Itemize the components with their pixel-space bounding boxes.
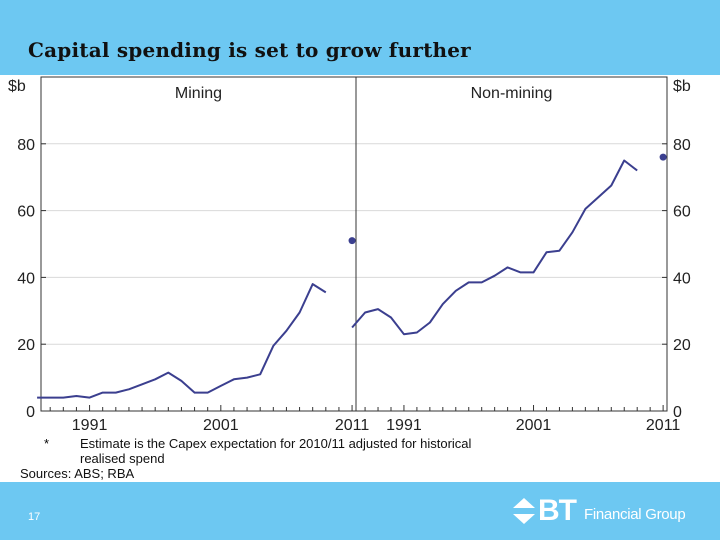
slide-number: 17 (28, 511, 41, 523)
y-tick-left-20: 20 (17, 337, 35, 354)
title-band (0, 0, 720, 75)
panel-title-mining: Mining (175, 85, 222, 102)
y-tick-left-0: 0 (26, 404, 35, 421)
y-tick-right-0: 0 (673, 404, 682, 421)
slide-title: Capital spending is set to grow further (28, 38, 471, 62)
y-tick-left-60: 60 (17, 204, 35, 221)
y-tick-right-40: 40 (673, 270, 691, 287)
logo-mark-text: BT (538, 494, 577, 527)
footnote-line-1: Estimate is the Capex expectation for 20… (80, 436, 472, 451)
y-tick-left-40: 40 (17, 270, 35, 287)
logo-text: Financial Group (584, 505, 686, 523)
plot-frame (40, 76, 668, 412)
y-tick-left-80: 80 (17, 137, 35, 154)
x-tick-non-mining-1991: 1991 (386, 417, 422, 434)
y-tick-right-60: 60 (673, 204, 691, 221)
footer-band (0, 482, 720, 540)
y-unit-left: $b (8, 78, 26, 95)
panel-title-non-mining: Non-mining (471, 85, 553, 102)
bt-logo: BT Financial Group (512, 494, 686, 527)
y-tick-right-80: 80 (673, 137, 691, 154)
y-unit-right: $b (673, 78, 691, 95)
footnote-line-2: realised spend (80, 451, 165, 466)
x-tick-non-mining-2001: 2001 (516, 417, 552, 434)
footnote-marker: * (44, 436, 50, 451)
series-line-non-mining (351, 159, 638, 336)
bt-chevron-icon (513, 498, 535, 524)
x-tick-mining-1991: 1991 (72, 417, 108, 434)
x-tick-non-mining-2011: 2011 (646, 417, 681, 434)
estimate-point-non-mining (659, 153, 667, 161)
sources-note: Sources: ABS; RBA (20, 466, 135, 481)
series-line-mining (37, 283, 327, 399)
estimate-point-mining (348, 237, 356, 245)
y-tick-right-20: 20 (673, 337, 691, 354)
x-tick-mining-2001: 2001 (203, 417, 239, 434)
x-tick-mining-2011: 2011 (335, 417, 370, 434)
